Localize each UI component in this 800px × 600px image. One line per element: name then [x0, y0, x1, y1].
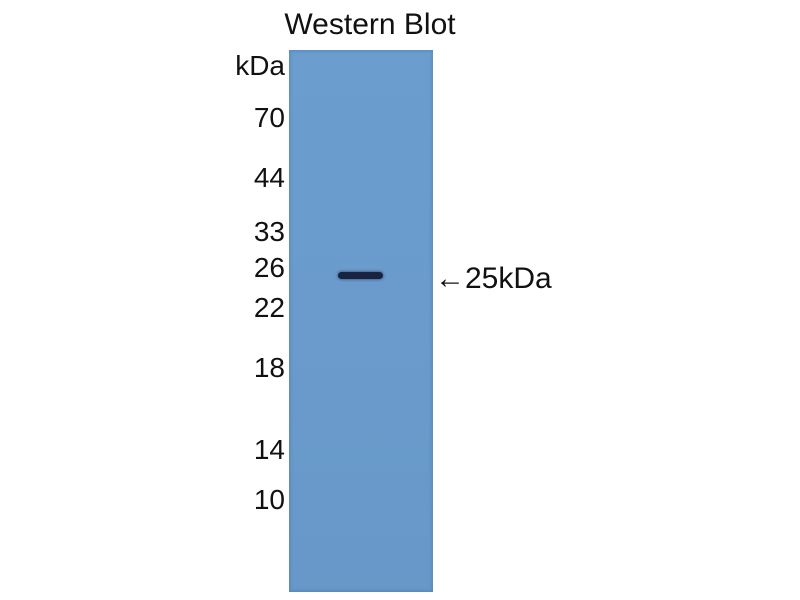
marker-label: 44: [253, 162, 285, 193]
marker-label: 22: [253, 292, 285, 323]
marker-label: 26: [253, 252, 285, 283]
marker-label: 18: [253, 352, 285, 383]
marker-label: 14: [253, 434, 285, 465]
marker-label: 10: [253, 484, 285, 515]
protein-band: [338, 272, 383, 279]
marker-label: 33: [253, 216, 285, 247]
figure-title: Western Blot: [284, 8, 456, 41]
blot-membrane: [289, 50, 433, 592]
marker-label: 70: [253, 102, 285, 133]
band-annotation: ←25kDa: [435, 262, 552, 295]
unit-label: kDa: [235, 50, 285, 81]
